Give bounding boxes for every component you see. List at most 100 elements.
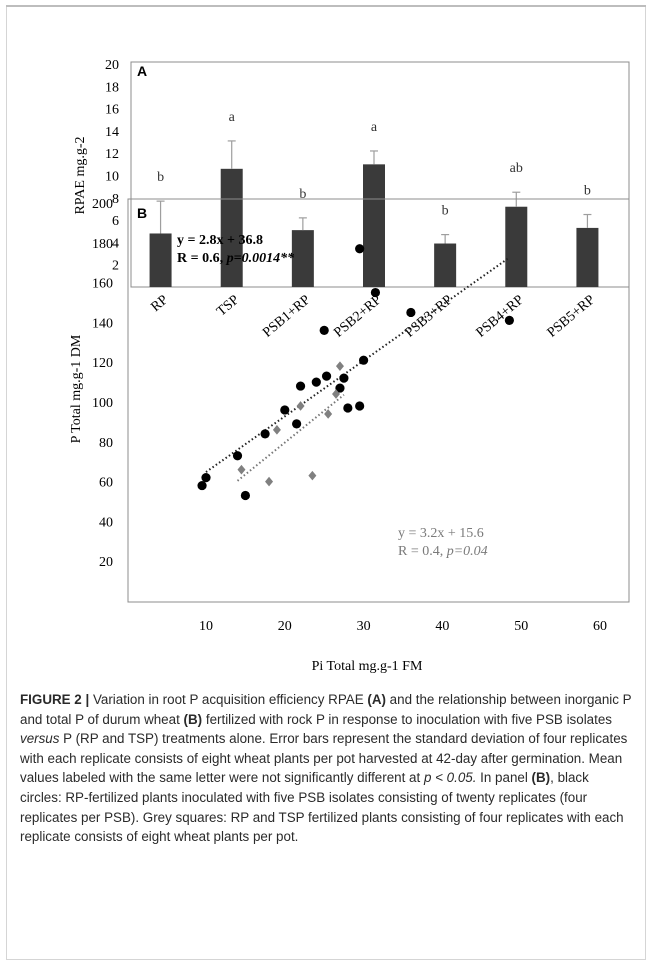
figure-caption: FIGURE 2 | Variation in root P acquisiti… <box>20 690 634 847</box>
panel-a-significance-letter: a <box>371 120 378 135</box>
panel-b-plot-border <box>127 198 630 603</box>
caption-text-3: fertilized with rock P in response to in… <box>202 711 612 727</box>
panel-b-ytick-label: 40 <box>99 515 113 530</box>
panel-b-ytick-label: 180 <box>92 237 113 252</box>
panel-b-ytick-label: 60 <box>99 476 113 491</box>
panel-b-point-circle <box>335 383 345 393</box>
panel-a-bar-psb3-rp <box>434 243 457 287</box>
caption-pvalue: p < 0.05. <box>423 770 477 786</box>
panel-b-label: B <box>137 205 147 221</box>
panel-b-point-circle <box>260 429 270 439</box>
panel-b-point-circle <box>339 373 349 383</box>
panel-b-ytick-label: 140 <box>92 316 113 331</box>
panel-b-xtick-label: 30 <box>357 619 371 634</box>
panel-a-category-label: PSB5+RP <box>545 292 598 340</box>
caption-text-1: Variation in root P acquisition efficien… <box>89 692 368 707</box>
caption-panel-a: (A) <box>367 692 386 707</box>
panel-b-ytick-label: 100 <box>92 396 113 411</box>
panel-b-point-circle <box>343 403 353 413</box>
panel-a-significance-letter: b <box>584 184 591 199</box>
panel-a-category-label: PSB1+RP <box>260 292 313 340</box>
panel-b-xtick-label: 10 <box>199 619 213 634</box>
caption-text-2: and the relationship between inorganic P… <box>20 692 632 727</box>
panel-a-y-axis-title: RPAE mg.g-2 <box>73 136 88 214</box>
panel-a-ytick-label: 10 <box>105 170 119 185</box>
panel-a-category-label: RP <box>148 292 171 315</box>
panel-a-ytick-label: 2 <box>112 259 119 274</box>
panel-b-p-diamonds: p=0.04 <box>446 544 488 559</box>
panel-b-equation-circles: y = 2.8x + 36.8 <box>177 233 263 248</box>
panel-a-category-label: PSB4+RP <box>474 292 527 340</box>
figure-top-rule <box>6 5 646 7</box>
panel-b-x-axis-title: Pi Total mg.g-1 FM <box>312 659 423 674</box>
panel-b-point-circle <box>201 473 211 483</box>
panel-b-ytick-label: 120 <box>92 356 113 371</box>
panel-a-significance-letter: b <box>442 204 449 219</box>
panel-b-xtick-label: 40 <box>435 619 449 634</box>
panel-b-point-diamond <box>324 409 333 419</box>
panel-b-point-diamond <box>308 470 317 481</box>
panel-b-point-circle <box>321 371 332 381</box>
panel-b-xtick-label: 50 <box>514 619 528 634</box>
panel-a-significance-letter: ab <box>510 161 523 176</box>
caption-panel-b: (B) <box>183 711 203 727</box>
panel-b-point-circle <box>355 244 365 254</box>
figure-panels: A 20 18 16 14 12 10 8 6 4 2 RPAE mg.g-2 b RP a TSP b PSB1… <box>69 58 630 674</box>
panel-b-point-circle <box>295 381 306 391</box>
panel-b-point-circle <box>240 490 250 501</box>
caption-text-6: , black circles: RP-fertilized plants in… <box>20 770 624 845</box>
panel-b-ytick-label: 200 <box>92 197 113 212</box>
panel-a-significance-letter: b <box>157 170 164 185</box>
panel-a-bar-psb4-rp <box>505 206 528 287</box>
panel-a-category-label: TSP <box>214 292 242 319</box>
panel-b-point-circle <box>359 355 369 365</box>
panel-b-p-circles: p=0.0014** <box>226 251 295 266</box>
caption-text-4: P (RP and TSP) treatments alone. Error b… <box>20 731 628 786</box>
panel-a-ytick-label: 20 <box>105 58 119 73</box>
panel-a-bar-psb1-rp <box>291 230 314 287</box>
panel-b-point-circle <box>406 307 416 318</box>
panel-b-point-diamond <box>332 389 341 399</box>
panel-b-point-circle <box>319 325 329 335</box>
panel-b-point-circle <box>311 377 321 387</box>
panel-a-label: A <box>137 63 147 79</box>
panel-b-r-circles: R = 0.6, <box>177 251 227 266</box>
panel-b-ytick-label: 20 <box>99 555 113 570</box>
panel-b-equation-diamonds: y = 3.2x + 15.6 <box>398 526 484 541</box>
panel-b-point-diamond <box>237 464 246 475</box>
panel-b-point-diamond <box>265 476 274 487</box>
panel-b-stats-circles: R = 0.6, p=0.0014** <box>177 251 295 266</box>
panel-b-r-diamonds: R = 0.4, <box>398 544 447 559</box>
panel-a-category-label: PSB2+RP <box>331 292 384 340</box>
panel-b-stats-diamonds: R = 0.4, p=0.04 <box>398 544 488 559</box>
caption-panel-b-2: (B) <box>531 770 551 786</box>
panel-b-point-diamond <box>272 425 281 435</box>
panel-b-trendline-diamond <box>236 394 345 482</box>
panel-a-ytick-label: 8 <box>112 192 119 207</box>
panel-b-point-circle <box>232 451 243 461</box>
panel-b-point-circle <box>197 480 207 491</box>
panel-a-ytick-label: 16 <box>105 103 119 118</box>
panel-b-point-circle <box>292 419 302 429</box>
panel-b-y-axis-title: P Total mg.g-1 DM <box>69 334 84 443</box>
panel-b-point-diamond <box>335 361 344 371</box>
panel-b-point-circle <box>355 401 365 411</box>
panel-a-ytick-label: 18 <box>105 80 119 95</box>
panel-a-significance-letter: b <box>299 187 306 202</box>
panel-a-ytick-label: 12 <box>105 147 119 162</box>
panel-b-point-circle <box>280 405 290 415</box>
panel-a-bar-psb2-rp <box>363 164 385 287</box>
panel-b-ytick-label: 80 <box>99 436 113 451</box>
panel-a-ytick-label: 6 <box>112 214 119 229</box>
panel-a-ytick-label: 4 <box>112 236 119 251</box>
panel-a-ytick-label: 14 <box>105 125 119 140</box>
panel-a-bar-rp <box>149 233 172 287</box>
panel-b-point-circle <box>504 315 514 326</box>
panel-b-xtick-label: 20 <box>278 619 292 634</box>
panel-b-xtick-label: 60 <box>593 619 607 634</box>
panel-a-bar-psb5-rp <box>576 227 599 287</box>
panel-a-bar-tsp <box>220 168 243 287</box>
caption-text-5: In panel <box>476 770 532 786</box>
panel-b-point-circle <box>370 287 381 298</box>
panel-a-significance-letter: a <box>229 110 236 125</box>
